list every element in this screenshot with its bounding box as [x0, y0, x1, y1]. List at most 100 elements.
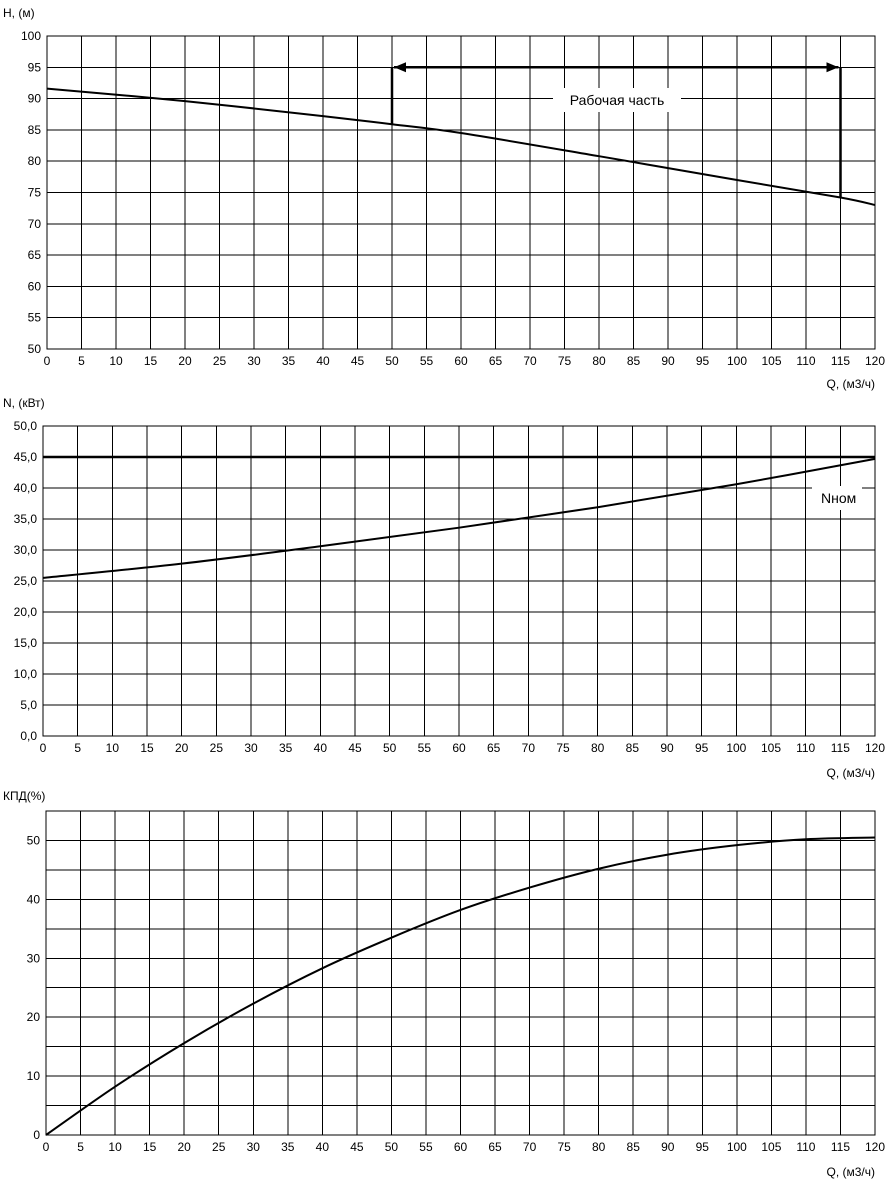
x-tick-label: 40 [314, 741, 328, 755]
y-tick-label: 95 [28, 60, 42, 74]
x-tick-label: 120 [865, 741, 885, 755]
x-tick-label: 40 [316, 354, 330, 368]
x-tick-label: 5 [78, 354, 85, 368]
working-range-label: Рабочая часть [570, 92, 665, 108]
x-tick-label: 95 [696, 1140, 710, 1154]
x-axis-label: Q, (м3/ч) [826, 377, 875, 391]
y-tick-label: 85 [28, 123, 42, 137]
x-tick-label: 45 [351, 354, 365, 368]
x-tick-label: 55 [418, 741, 432, 755]
y-tick-label: 60 [28, 279, 42, 293]
y-tick-label: 25,0 [14, 574, 38, 588]
x-tick-label: 90 [661, 354, 675, 368]
working-range-label-bg [553, 88, 681, 112]
x-tick-label: 20 [178, 354, 192, 368]
x-tick-label: 55 [420, 354, 434, 368]
x-tick-label: 50 [383, 741, 397, 755]
x-tick-label: 105 [761, 1140, 781, 1154]
y-tick-label: 20,0 [14, 605, 38, 619]
x-tick-label: 115 [831, 354, 850, 368]
x-tick-label: 65 [488, 1140, 502, 1154]
x-tick-label: 60 [452, 741, 466, 755]
y-tick-label: 0 [33, 1128, 40, 1142]
x-axis-label: Q, (м3/ч) [826, 766, 875, 780]
x-tick-label: 25 [213, 354, 227, 368]
x-axis-label: Q, (м3/ч) [826, 1165, 875, 1179]
y-tick-label: 100 [21, 29, 41, 43]
nominal-power-label-bg [812, 486, 862, 510]
x-tick-label: 30 [244, 741, 258, 755]
y-tick-label: 45,0 [14, 450, 38, 464]
x-tick-label: 85 [627, 354, 641, 368]
x-tick-label: 110 [796, 741, 815, 755]
series-line-1 [46, 87, 876, 206]
nominal-power-label: Nном [821, 490, 856, 506]
x-tick-label: 25 [212, 1140, 226, 1154]
y-tick-label: 50,0 [14, 419, 38, 433]
x-tick-label: 95 [696, 354, 710, 368]
x-tick-label: 105 [761, 354, 781, 368]
x-tick-label: 30 [247, 354, 261, 368]
x-tick-label: 100 [727, 354, 747, 368]
plot-frame [42, 425, 876, 737]
series-line-1 [45, 836, 876, 1136]
x-tick-label: 5 [74, 741, 81, 755]
plot-frame [45, 810, 876, 1136]
x-tick-label: 0 [43, 1140, 50, 1154]
y-tick-label: 0,0 [20, 729, 37, 743]
x-tick-label: 5 [77, 1140, 84, 1154]
x-tick-label: 95 [695, 741, 709, 755]
x-tick-label: 40 [316, 1140, 330, 1154]
x-tick-label: 10 [108, 1140, 122, 1154]
x-tick-label: 100 [727, 1140, 747, 1154]
y-tick-label: 20 [27, 1010, 41, 1024]
x-tick-label: 60 [454, 1140, 468, 1154]
y-axis-label: N, (кВт) [3, 396, 45, 410]
y-tick-label: 30,0 [14, 543, 38, 557]
y-tick-label: 50 [28, 342, 42, 356]
x-tick-label: 70 [522, 741, 536, 755]
x-tick-label: 90 [661, 1140, 675, 1154]
y-tick-label: 70 [28, 217, 42, 231]
y-tick-label: 30 [27, 951, 41, 965]
x-tick-label: 85 [627, 1140, 641, 1154]
x-tick-label: 65 [487, 741, 501, 755]
x-tick-label: 35 [279, 741, 293, 755]
y-tick-label: 65 [28, 248, 42, 262]
y-tick-label: 75 [28, 186, 42, 200]
arrow-left-head [394, 62, 406, 73]
plot-frame [46, 35, 876, 350]
arrow-right-head [826, 62, 839, 73]
chart-3: 0 5 10 15 20 25 30 35 40 45 50 55 60 65 70 75 80 85 90 95 10… [3, 789, 885, 1179]
x-tick-label: 120 [865, 1140, 885, 1154]
x-tick-label: 0 [40, 741, 47, 755]
y-tick-label: 10,0 [14, 667, 38, 681]
x-tick-label: 70 [523, 1140, 537, 1154]
x-tick-label: 80 [592, 1140, 606, 1154]
y-tick-label: 10 [27, 1069, 41, 1083]
x-tick-label: 90 [660, 741, 674, 755]
y-tick-label: 40,0 [14, 481, 38, 495]
x-tick-label: 20 [177, 1140, 191, 1154]
x-tick-label: 115 [831, 741, 850, 755]
x-tick-label: 85 [626, 741, 640, 755]
chart-1: 0 5 10 15 20 25 30 35 40 45 50 55 60 65 70 75 80 85 90 95 10… [3, 6, 885, 391]
x-tick-label: 0 [44, 354, 51, 368]
y-tick-label: 40 [27, 892, 41, 906]
x-tick-label: 10 [106, 741, 120, 755]
x-tick-label: 70 [523, 354, 537, 368]
x-tick-label: 10 [109, 354, 123, 368]
x-tick-label: 110 [796, 354, 815, 368]
x-tick-label: 15 [144, 354, 158, 368]
y-tick-label: 5,0 [20, 698, 37, 712]
x-tick-label: 35 [282, 354, 296, 368]
x-tick-label: 45 [350, 1140, 364, 1154]
x-tick-label: 20 [175, 741, 189, 755]
y-tick-label: 55 [28, 311, 42, 325]
y-tick-label: 90 [28, 92, 42, 106]
x-tick-label: 110 [796, 1140, 815, 1154]
x-tick-label: 80 [592, 354, 606, 368]
x-tick-label: 25 [210, 741, 224, 755]
y-tick-label: 15,0 [14, 636, 38, 650]
